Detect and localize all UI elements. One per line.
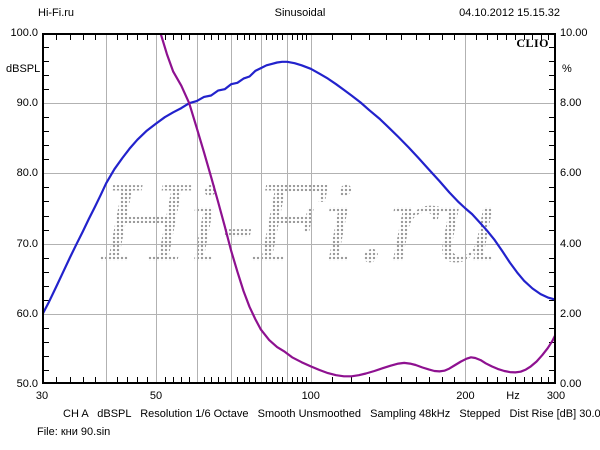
left-axis-unit-label: dBSPL (6, 63, 41, 75)
right-axis-tick-label: 2.00 (560, 307, 582, 320)
header-datetime: 04.10.2012 15.15.32 (459, 7, 560, 19)
watermark-text: Hi-Fi.ru (99, 163, 500, 286)
x-axis-unit-label: Hz (506, 390, 520, 402)
x-axis-tick-label: 100 (301, 390, 320, 402)
left-axis-tick-label: 60.0 (16, 307, 38, 320)
right-axis-tick-label: 6.00 (560, 167, 582, 180)
right-axis-tick-label: 0.00 (560, 378, 582, 390)
spl-curve (42, 60, 556, 317)
header-site-label: Hi-Fi.ru (38, 7, 75, 19)
right-axis-tick-label: 4.00 (560, 237, 582, 250)
measurement-title: Sinusoidal (274, 7, 326, 19)
measurement-settings-status: CH A dBSPL Resolution 1/6 Octave Smooth … (63, 408, 600, 420)
left-axis-tick-label: 80.0 (16, 167, 38, 180)
x-axis-tick-label: 200 (456, 390, 475, 402)
left-axis-tick-label: 50.0 (16, 378, 38, 390)
x-axis-tick-label: 30 (35, 390, 49, 402)
frequency-response-plot (42, 33, 556, 384)
clio-logo: CLIO (516, 36, 549, 50)
watermark: Hi-Fi.ru (42, 33, 556, 384)
file-name-label: File: кни 90.sin (37, 426, 111, 438)
x-axis-tick-label: 50 (149, 390, 163, 402)
right-axis-tick-label: 8.00 (560, 97, 582, 110)
x-axis-tick-label: 300 (546, 390, 566, 402)
left-axis-tick-label: 90.0 (16, 97, 38, 110)
right-axis-tick-label: 10.00 (560, 27, 588, 39)
distortion-curve (159, 33, 556, 378)
right-axis-unit-label: % (562, 63, 572, 75)
left-axis-tick-label: 70.0 (16, 237, 38, 250)
plot-frame (42, 33, 556, 384)
left-axis-tick-label: 100.0 (10, 27, 38, 39)
